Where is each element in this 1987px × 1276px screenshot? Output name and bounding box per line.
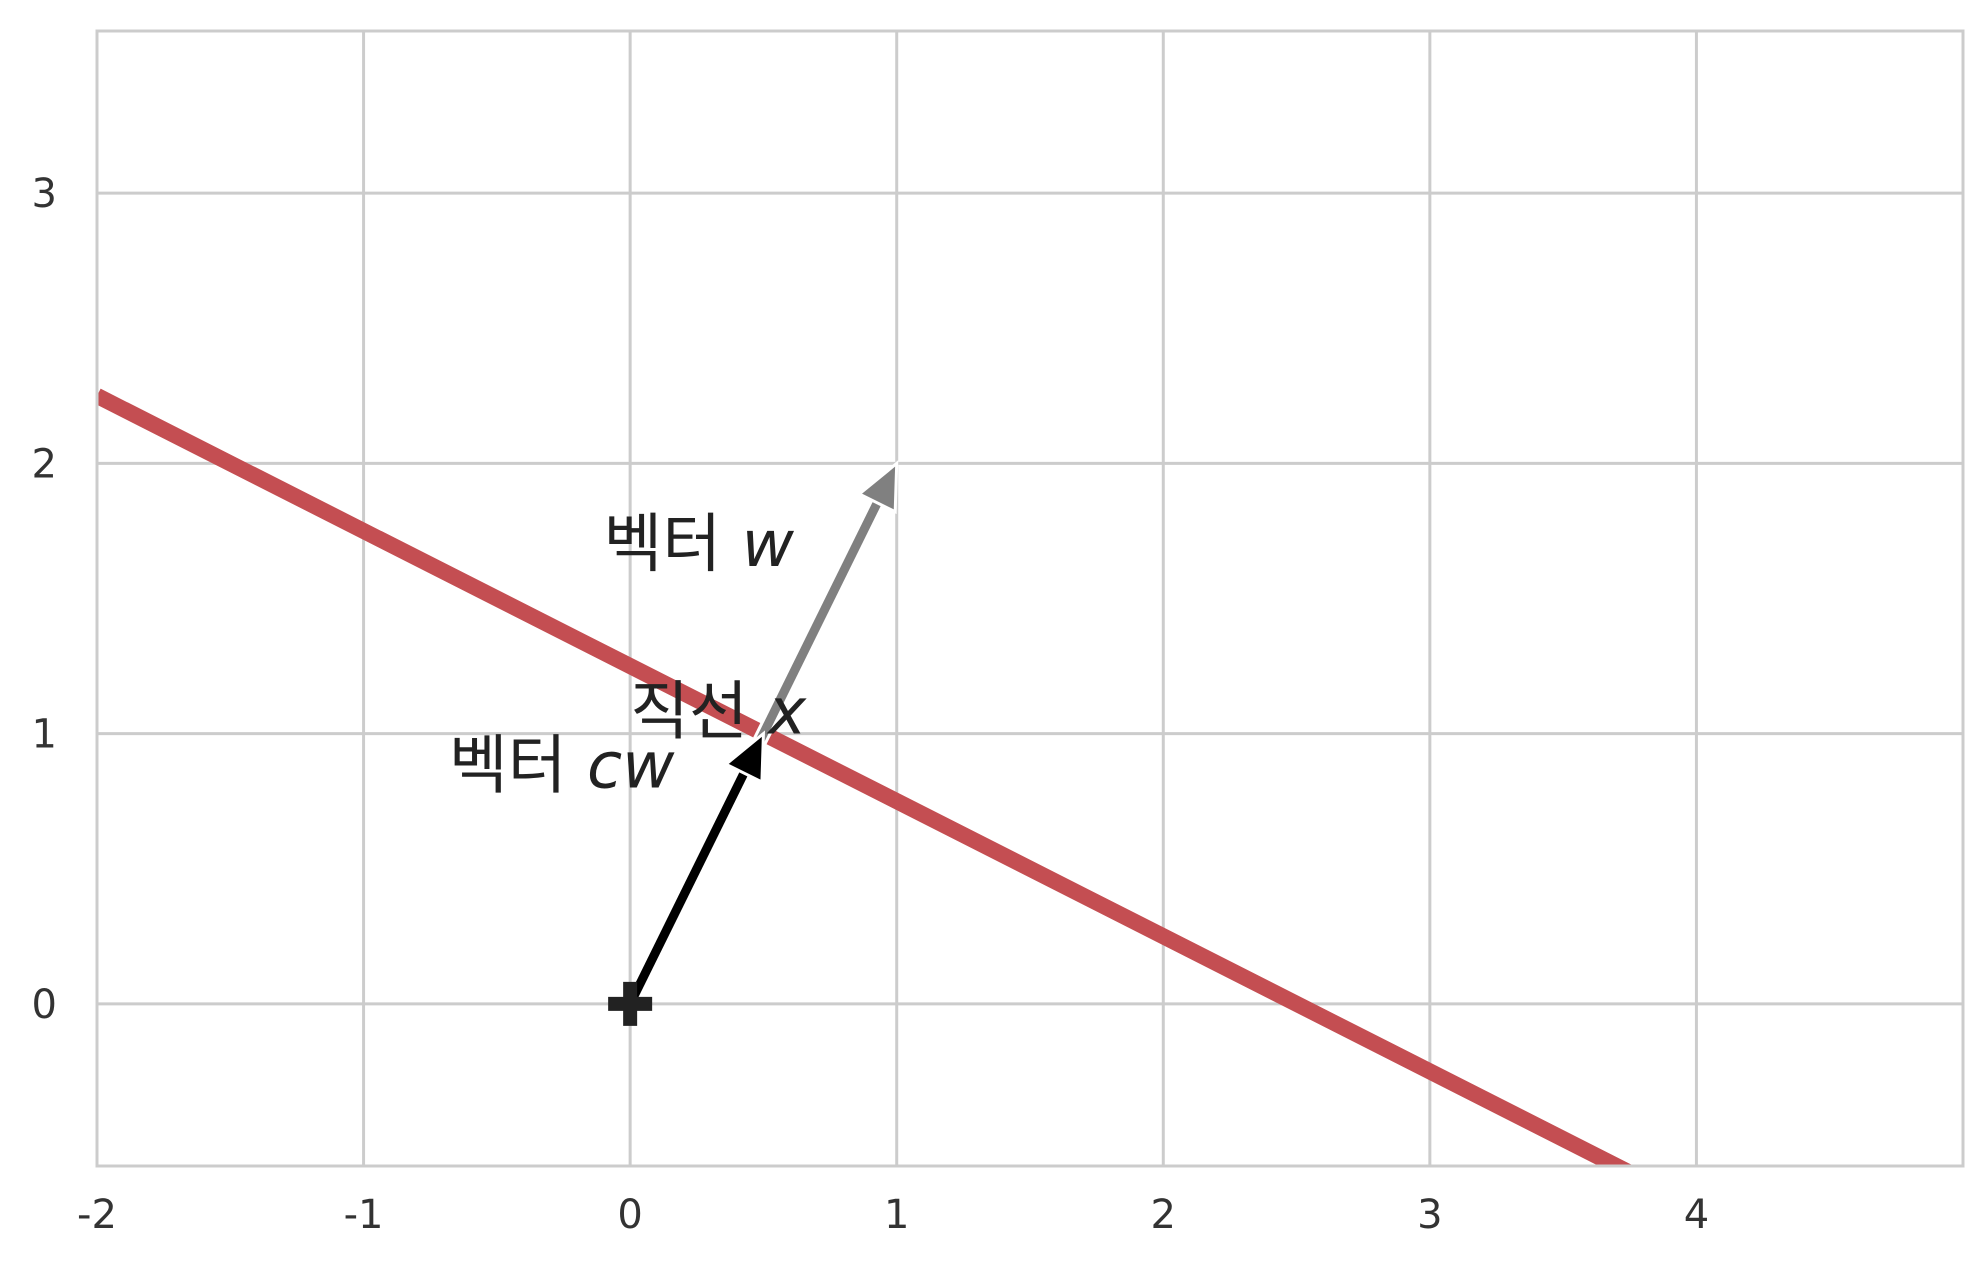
x-tick-label: 3 bbox=[1417, 1192, 1442, 1238]
line-x bbox=[97, 388, 1634, 1166]
annotations: 벡터 w직선 x벡터 cw bbox=[449, 508, 807, 804]
vectors bbox=[608, 460, 899, 1026]
annotation-label: 직선 x bbox=[630, 676, 807, 750]
annotation-text: 직선 bbox=[630, 676, 768, 750]
x-tick-label: -2 bbox=[77, 1192, 117, 1238]
annotation-text: 벡터 bbox=[449, 730, 587, 804]
x-tick-label: 0 bbox=[617, 1192, 642, 1238]
annotation-math: cw bbox=[587, 730, 675, 804]
vector-cw-arrow-head bbox=[723, 730, 766, 785]
origin-marker bbox=[608, 981, 653, 1026]
x-tick-label: 4 bbox=[1684, 1192, 1709, 1238]
y-tick-label: 1 bbox=[32, 712, 57, 758]
y-tick-label: 0 bbox=[32, 982, 57, 1028]
x-tick-label: 2 bbox=[1151, 1192, 1176, 1238]
annotation-label: 벡터 w bbox=[603, 508, 794, 582]
annotation-math: x bbox=[766, 676, 807, 750]
x-tick-label: 1 bbox=[884, 1192, 909, 1238]
grid-lines bbox=[95, 31, 1963, 1166]
y-tick-label: 2 bbox=[32, 441, 57, 487]
annotation-label: 벡터 cw bbox=[449, 730, 675, 804]
annotation-text: 벡터 bbox=[603, 508, 741, 582]
vector-cw-arrow-shaft bbox=[626, 771, 749, 1006]
tick-labels: -2 -1 0 1 2 3 4 0 1 2 3 bbox=[32, 171, 1710, 1238]
vector-w-arrow-head bbox=[856, 460, 899, 515]
annotation-math: w bbox=[742, 508, 795, 582]
plot-frame bbox=[95, 29, 1965, 1168]
y-tick-label: 3 bbox=[32, 171, 57, 217]
x-tick-label: -1 bbox=[344, 1192, 384, 1238]
vector-cw-arrow bbox=[623, 730, 766, 1008]
